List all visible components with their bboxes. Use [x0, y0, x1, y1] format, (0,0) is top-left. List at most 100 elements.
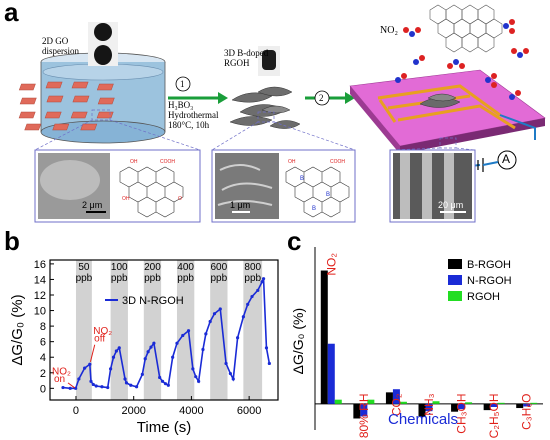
rgoh-structure [229, 86, 301, 129]
svg-text:COOH: COOH [160, 159, 175, 165]
data-point [224, 361, 228, 366]
data-point [204, 332, 208, 336]
data-point [166, 383, 170, 387]
data-point [149, 345, 153, 349]
conc-value-label: 400 [177, 262, 194, 273]
rgoh-structure-icon [285, 166, 350, 218]
conc-value-label: 800 [244, 262, 261, 273]
go-structure-icon [119, 166, 184, 218]
exposure-band-1 [110, 260, 128, 400]
y-axis-label: ΔG/G₀ (%) [290, 308, 306, 375]
step-1-conditions: H₃BO₃ Hydrothermal 180°C, 10h [168, 100, 219, 130]
svg-text:B: B [326, 192, 330, 198]
svg-text:OH: OH [288, 159, 296, 165]
scalebar-label-device: 20 μm [438, 200, 464, 210]
category-label: NO₂ [324, 253, 338, 276]
conc-unit-label: ppb [177, 273, 194, 284]
y-tick-label: 4 [40, 352, 46, 364]
data-point [256, 288, 260, 292]
x-axis-label: Chemicals [388, 411, 458, 428]
step-1-circle [175, 76, 191, 92]
bar [418, 403, 426, 417]
annotation-on-gas: NO₂ [52, 366, 71, 377]
annotation-off-arrow [89, 344, 96, 363]
category-label: C₂H₅OH [487, 393, 501, 438]
bar [483, 403, 491, 411]
y-tick-label: 8 [40, 321, 46, 333]
data-point [61, 385, 65, 390]
conc-unit-label: ppb [144, 273, 161, 284]
conc-unit-label: ppb [210, 273, 227, 284]
annotation-off-gas: NO₂ [93, 326, 112, 337]
data-point [114, 349, 118, 353]
data-point [241, 315, 245, 319]
y-tick-label: 0 [40, 383, 46, 395]
bar [451, 403, 459, 412]
category-label: NH₃ [422, 393, 436, 415]
annotation-off-state: off [94, 334, 105, 345]
bar [334, 399, 342, 404]
bar [367, 399, 375, 404]
panel-b-label: b [4, 226, 20, 256]
beaker [18, 52, 166, 144]
data-point [88, 362, 92, 366]
legend-label: N-RGOH [467, 275, 512, 287]
data-point [181, 333, 185, 338]
exposure-band-5 [243, 260, 263, 400]
step-1-number: 1 [180, 79, 185, 89]
svg-text:OH: OH [122, 196, 130, 202]
legend-swatch [448, 291, 462, 301]
category-label: 80% RH [357, 393, 371, 438]
panel-c-chart: NO₂ 80% RH CO₂ NH₃ CH₃OH C₂H₅OH C₃H₆O B-RGOH N-R… [290, 247, 543, 438]
data-point [260, 280, 264, 284]
legend-label: 3D N-RGOH [122, 295, 184, 307]
scalebar-label-go: 2 μm [82, 200, 103, 210]
plot-frame [49, 259, 279, 401]
graphene-lattice-icon [429, 4, 503, 53]
data-point [186, 329, 191, 333]
x-axis-label: Time (s) [137, 419, 191, 436]
go-dispersion-label: 2D GO dispersion [42, 36, 79, 56]
conc-unit-label: ppb [244, 273, 261, 284]
data-point [197, 379, 201, 383]
panel-c-label: c [287, 226, 302, 256]
conc-value-label: 100 [111, 262, 128, 273]
exposure-band-3 [176, 260, 195, 400]
data-point [194, 375, 198, 379]
data-point [143, 357, 147, 361]
data-point [83, 366, 87, 370]
zoom-guides [34, 109, 476, 151]
svg-text:B: B [300, 176, 304, 182]
svg-text:B: B [312, 206, 316, 212]
y-tick-label: 10 [34, 306, 46, 318]
category-label: C₃H₆O [520, 393, 534, 429]
bar [320, 270, 328, 404]
data-point [77, 377, 81, 381]
panel-a-label: a [4, 0, 19, 27]
data-point [123, 377, 127, 381]
conc-value-label: 600 [210, 262, 227, 273]
data-point [129, 383, 133, 387]
data-point [267, 361, 271, 366]
x-tick-label: 4000 [179, 405, 203, 417]
panel-b-chart: 50ppb100ppb200ppb400ppb600ppb800ppb02468… [9, 259, 279, 436]
legend-swatch [448, 275, 462, 285]
y-tick-label: 2 [40, 368, 46, 380]
data-point [201, 347, 205, 352]
conc-unit-label: ppb [76, 273, 93, 284]
data-point [175, 341, 179, 345]
category-label: CH₃OH [455, 393, 469, 433]
data-point [111, 355, 116, 359]
svg-text:O: O [178, 196, 182, 202]
bar [392, 389, 400, 404]
bar [465, 402, 473, 404]
data-point [163, 382, 168, 386]
bar [360, 403, 368, 417]
data-point [171, 355, 175, 359]
data-point [261, 277, 266, 281]
panel-a-schematic: OH COOH OH O B B B OH COOH [18, 4, 546, 223]
data-point [208, 319, 212, 324]
go-sheets [18, 81, 115, 131]
bar [353, 403, 361, 419]
